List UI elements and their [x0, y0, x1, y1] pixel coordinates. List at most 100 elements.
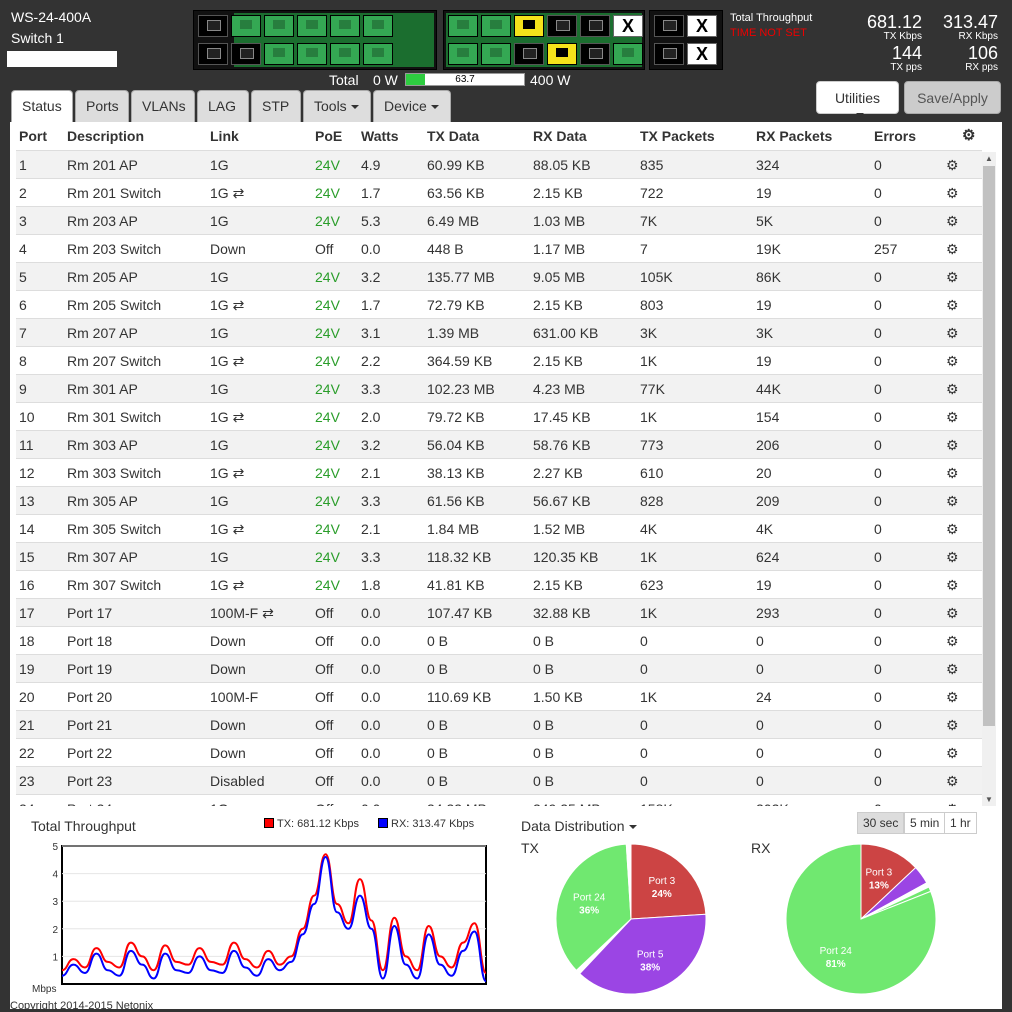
tab-tools[interactable]: Tools	[303, 90, 371, 122]
ethernet-port-icon[interactable]	[264, 15, 294, 37]
gear-icon[interactable]: ⚙	[946, 157, 959, 173]
table-row[interactable]: 6 Rm 205 Switch 1G ⇄ 24V 1.7 72.79 KB 2.15 KB 8…	[16, 290, 982, 318]
col-port[interactable]: Port	[19, 128, 47, 144]
ethernet-port-icon[interactable]	[654, 43, 684, 65]
table-row[interactable]: 9 Rm 301 AP 1G 24V 3.3 102.23 MB 4.23 MB 77K 44K…	[16, 374, 982, 402]
gear-icon[interactable]: ⚙	[946, 269, 959, 285]
distribution-dropdown[interactable]: Data Distribution	[521, 818, 637, 834]
gear-icon[interactable]: ⚙	[946, 549, 959, 565]
gear-icon[interactable]: ⚙	[946, 577, 959, 593]
ethernet-port-icon[interactable]	[198, 15, 228, 37]
table-row[interactable]: 7 Rm 207 AP 1G 24V 3.1 1.39 MB 631.00 KB 3K 3K 0 ⚙	[16, 318, 982, 346]
tab-device[interactable]: Device	[373, 90, 451, 122]
col-watts[interactable]: Watts	[361, 128, 399, 144]
table-row[interactable]: 2 Rm 201 Switch 1G ⇄ 24V 1.7 63.56 KB 2.15 KB 7…	[16, 178, 982, 206]
ethernet-port-icon[interactable]	[580, 43, 610, 65]
tab-lag[interactable]: LAG	[197, 90, 249, 122]
ethernet-port-icon[interactable]	[264, 43, 294, 65]
gear-icon[interactable]: ⚙	[946, 325, 959, 341]
tab-stp[interactable]: STP	[251, 90, 301, 122]
table-scrollbar[interactable]: ▲ ▼	[982, 152, 996, 806]
table-row[interactable]: 3 Rm 203 AP 1G 24V 5.3 6.49 MB 1.03 MB 7K 5K 0 ⚙	[16, 206, 982, 234]
gear-icon[interactable]: ⚙	[946, 465, 959, 481]
ethernet-port-icon[interactable]	[231, 15, 261, 37]
gear-icon[interactable]: ⚙	[946, 773, 959, 789]
utilities-button[interactable]: Utilities	[816, 81, 899, 118]
table-row[interactable]: 15 Rm 307 AP 1G 24V 3.3 118.32 KB 120.35 KB 1K 6…	[16, 542, 982, 570]
gear-icon[interactable]: ⚙	[946, 745, 959, 761]
ethernet-port-icon[interactable]	[231, 43, 261, 65]
col-tx-packets[interactable]: TX Packets	[640, 128, 715, 144]
gear-icon[interactable]: ⚙	[946, 409, 959, 425]
ethernet-port-icon[interactable]	[297, 43, 327, 65]
table-row[interactable]: 4 Rm 203 Switch Down Off 0.0 448 B 1.17 MB 7 19K…	[16, 234, 982, 262]
ethernet-port-icon[interactable]: X	[687, 43, 717, 65]
table-row[interactable]: 10 Rm 301 Switch 1G ⇄ 24V 2.0 79.72 KB 17.45 K…	[16, 402, 982, 430]
col-errors[interactable]: Errors	[874, 128, 917, 144]
col-link[interactable]: Link	[210, 128, 239, 144]
scroll-thumb[interactable]	[983, 166, 995, 726]
ethernet-port-icon[interactable]	[448, 15, 478, 37]
gear-icon[interactable]: ⚙	[946, 717, 959, 733]
col-rx-data[interactable]: RX Data	[533, 128, 587, 144]
tab-ports[interactable]: Ports	[75, 90, 129, 122]
gear-icon[interactable]: ⚙	[946, 185, 959, 201]
ethernet-port-icon[interactable]	[654, 15, 684, 37]
gear-icon[interactable]: ⚙	[946, 213, 959, 229]
gear-icon[interactable]: ⚙	[946, 661, 959, 677]
table-row[interactable]: 24 Port 24 1G Off 0.0 34.33 MB 249.25 MB 158K 20…	[16, 794, 982, 806]
gear-icon[interactable]: ⚙	[946, 241, 959, 257]
ethernet-port-icon[interactable]: X	[613, 15, 643, 37]
ethernet-port-icon[interactable]	[297, 15, 327, 37]
ethernet-port-icon[interactable]	[481, 43, 511, 65]
table-row[interactable]: 20 Port 20 100M-F Off 0.0 110.69 KB 1.50 KB 1K 2…	[16, 682, 982, 710]
col-description[interactable]: Description	[67, 128, 145, 144]
gear-icon[interactable]: ⚙	[946, 437, 959, 453]
ethernet-port-icon[interactable]	[514, 43, 544, 65]
ethernet-port-icon[interactable]	[613, 43, 643, 65]
table-row[interactable]: 14 Rm 305 Switch 1G ⇄ 24V 2.1 1.84 MB 1.52 MB 4…	[16, 514, 982, 542]
range-30sec-button[interactable]: 30 sec	[857, 812, 905, 834]
gear-icon[interactable]: ⚙	[946, 689, 959, 705]
table-row[interactable]: 13 Rm 305 AP 1G 24V 3.3 61.56 KB 56.67 KB 828 20…	[16, 486, 982, 514]
table-row[interactable]: 11 Rm 303 AP 1G 24V 3.2 56.04 KB 58.76 KB 773 20…	[16, 430, 982, 458]
table-row[interactable]: 18 Port 18 Down Off 0.0 0 B 0 B 0 0 0 ⚙	[16, 626, 982, 654]
gear-icon[interactable]: ⚙	[946, 801, 959, 806]
ethernet-port-icon[interactable]	[448, 43, 478, 65]
ethernet-port-icon[interactable]	[547, 43, 577, 65]
ethernet-port-icon[interactable]: X	[687, 15, 717, 37]
table-row[interactable]: 12 Rm 303 Switch 1G ⇄ 24V 2.1 38.13 KB 2.27 KB…	[16, 458, 982, 486]
ethernet-port-icon[interactable]	[547, 15, 577, 37]
col-poe[interactable]: PoE	[315, 128, 343, 144]
col-tx-data[interactable]: TX Data	[427, 128, 480, 144]
table-row[interactable]: 16 Rm 307 Switch 1G ⇄ 24V 1.8 41.81 KB 2.15 KB…	[16, 570, 982, 598]
table-row[interactable]: 17 Port 17 100M-F ⇄ Off 0.0 107.47 KB 32.88 KB…	[16, 598, 982, 626]
range-5min-button[interactable]: 5 min	[904, 812, 946, 834]
gear-icon[interactable]: ⚙	[946, 605, 959, 621]
table-row[interactable]: 21 Port 21 Down Off 0.0 0 B 0 B 0 0 0 ⚙	[16, 710, 982, 738]
ethernet-port-icon[interactable]	[363, 15, 393, 37]
ethernet-port-icon[interactable]	[580, 15, 610, 37]
gear-icon[interactable]: ⚙	[946, 493, 959, 509]
ethernet-port-icon[interactable]	[198, 43, 228, 65]
gear-icon[interactable]: ⚙	[946, 381, 959, 397]
tab-status[interactable]: Status	[11, 90, 73, 123]
ethernet-port-icon[interactable]	[330, 15, 360, 37]
table-row[interactable]: 23 Port 23 Disabled Off 0.0 0 B 0 B 0 0 0 ⚙	[16, 766, 982, 794]
gear-icon[interactable]: ⚙	[946, 297, 959, 313]
tab-vlans[interactable]: VLANs	[131, 90, 195, 122]
ethernet-port-icon[interactable]	[330, 43, 360, 65]
gear-icon[interactable]: ⚙	[962, 127, 976, 144]
table-row[interactable]: 8 Rm 207 Switch 1G ⇄ 24V 2.2 364.59 KB 2.15 KB…	[16, 346, 982, 374]
gear-icon[interactable]: ⚙	[946, 353, 959, 369]
table-row[interactable]: 5 Rm 205 AP 1G 24V 3.2 135.77 MB 9.05 MB 105K 86…	[16, 262, 982, 290]
ethernet-port-icon[interactable]	[514, 15, 544, 37]
table-row[interactable]: 22 Port 22 Down Off 0.0 0 B 0 B 0 0 0 ⚙	[16, 738, 982, 766]
gear-icon[interactable]: ⚙	[946, 633, 959, 649]
table-row[interactable]: 1 Rm 201 AP 1G 24V 4.9 60.99 KB 88.05 KB 835 324…	[16, 150, 982, 178]
range-1hr-button[interactable]: 1 hr	[944, 812, 977, 834]
ethernet-port-icon[interactable]	[481, 15, 511, 37]
ethernet-port-icon[interactable]	[363, 43, 393, 65]
table-row[interactable]: 19 Port 19 Down Off 0.0 0 B 0 B 0 0 0 ⚙	[16, 654, 982, 682]
hostname-field[interactable]	[7, 51, 117, 67]
